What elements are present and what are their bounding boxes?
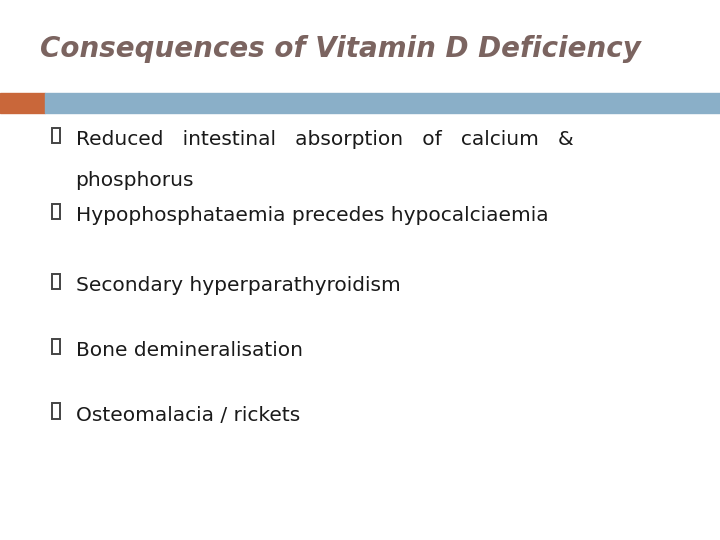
Bar xyxy=(52,128,60,143)
Bar xyxy=(45,93,720,113)
Text: Secondary hyperparathyroidism: Secondary hyperparathyroidism xyxy=(76,276,400,295)
Bar xyxy=(52,403,60,418)
Text: phosphorus: phosphorus xyxy=(76,171,194,190)
Bar xyxy=(52,274,60,289)
Text: Hypophosphataemia precedes hypocalciaemia: Hypophosphataemia precedes hypocalciaemi… xyxy=(76,206,548,225)
Text: Bone demineralisation: Bone demineralisation xyxy=(76,341,302,360)
Text: Consequences of Vitamin D Deficiency: Consequences of Vitamin D Deficiency xyxy=(40,35,641,63)
Bar xyxy=(0,93,45,113)
Bar xyxy=(52,339,60,354)
Bar xyxy=(52,204,60,219)
Text: Osteomalacia / rickets: Osteomalacia / rickets xyxy=(76,406,300,424)
Text: Reduced   intestinal   absorption   of   calcium   &: Reduced intestinal absorption of calcium… xyxy=(76,130,573,149)
